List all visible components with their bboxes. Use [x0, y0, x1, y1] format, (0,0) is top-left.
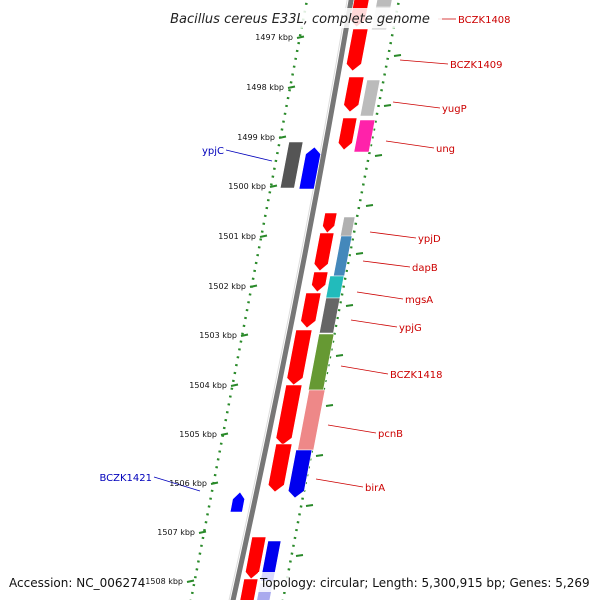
kbp-label: 1500 kbp	[228, 182, 266, 191]
gene-label: BCZK1409	[450, 60, 503, 71]
backbone-shadow	[228, 0, 348, 600]
kbp-tick	[240, 333, 249, 337]
title-backdrop	[160, 8, 442, 28]
right-tick	[383, 104, 392, 107]
feature-block	[359, 79, 381, 117]
leader-line	[315, 478, 364, 488]
leader-line	[356, 291, 404, 300]
right-tick	[355, 252, 364, 255]
forward-gene-arrow	[300, 292, 322, 329]
forward-gene-arrow	[313, 232, 335, 272]
right-tick	[365, 204, 374, 207]
right-tick	[325, 404, 334, 407]
accession-text: Accession: NC_006274	[9, 576, 145, 590]
kbp-tick	[186, 579, 195, 583]
label-leaders	[153, 18, 456, 492]
kbp-label: 1503 kbp	[199, 331, 237, 340]
leader-line	[399, 59, 449, 65]
right-tick	[305, 504, 314, 507]
kbp-label: 1504 kbp	[189, 381, 227, 390]
forward-gene-arrow	[322, 212, 338, 234]
right-dotted-guide	[281, 0, 401, 600]
reverse-gene-arrow	[229, 491, 245, 513]
gene-label: BCZK1418	[390, 370, 443, 381]
leader-line	[369, 231, 417, 239]
gene-label: ypjD	[418, 234, 441, 245]
feature-block	[333, 235, 353, 277]
forward-gene-arrow	[275, 384, 303, 446]
kbp-tick	[269, 184, 278, 188]
gene-label: pcnB	[378, 429, 403, 440]
topology-text: Topology: circular; Length: 5,300,915 bp…	[259, 576, 590, 590]
right-tick	[393, 54, 402, 57]
forward-gene-arrow	[245, 536, 267, 580]
forward-gene-arrow	[337, 117, 358, 151]
topology-backdrop	[258, 572, 594, 592]
kbp-tick	[259, 234, 268, 238]
kbp-label: 1499 kbp	[237, 133, 275, 142]
right-tick	[315, 454, 324, 457]
right-tick	[345, 304, 354, 307]
leader-line	[392, 101, 441, 109]
kbp-label: 1498 kbp	[246, 83, 284, 92]
forward-gene-arrow	[286, 329, 313, 386]
kbp-label: 1497 kbp	[255, 33, 293, 42]
kbp-label: 1505 kbp	[179, 430, 217, 439]
kbp-label: 1502 kbp	[208, 282, 246, 291]
feature-block	[353, 119, 376, 153]
gene-label: dapB	[412, 263, 438, 274]
reverse-gene-arrow	[298, 146, 321, 190]
feature-block	[339, 216, 356, 238]
leader-line	[153, 476, 201, 492]
leader-line	[385, 140, 435, 149]
genome-backbone	[228, 0, 354, 600]
feature-block	[297, 389, 326, 451]
forward-gene-arrow	[346, 28, 369, 72]
feature-block	[318, 297, 341, 334]
right-tick	[295, 554, 304, 557]
reverse-gene-block	[279, 141, 304, 189]
kbp-label: 1501 kbp	[218, 232, 256, 241]
map-title: Bacillus cereus E33L, complete genome	[170, 12, 430, 27]
forward-gene-arrow	[267, 443, 293, 493]
backbone-line	[230, 0, 354, 600]
gene-label: birA	[365, 483, 385, 494]
forward-gene-arrow	[343, 76, 365, 113]
kbp-tick	[198, 530, 207, 534]
leader-line	[350, 319, 398, 328]
kbp-label: 1506 kbp	[169, 479, 207, 488]
feature-block	[287, 449, 313, 499]
gene-label: ypjC	[202, 146, 224, 157]
right-tick	[335, 354, 344, 357]
kbp-tick	[287, 85, 296, 89]
accession-backdrop	[6, 572, 142, 592]
gene-label: ypjG	[399, 323, 422, 334]
forward-gene-arrow	[311, 271, 329, 293]
leader-line	[340, 365, 389, 375]
gene-label: mgsA	[405, 295, 433, 306]
gene-label: BCZK1408	[458, 15, 511, 26]
forward-gene-arrow	[239, 578, 259, 600]
feature-block	[375, 0, 393, 8]
leader-line	[225, 149, 273, 162]
kbp-tick	[296, 35, 305, 39]
labels: 1497 kbp 1498 kbp 1499 kbp 1500 kbp 1501 kbp…	[99, 15, 510, 586]
leader-line	[327, 424, 377, 434]
gene-label: BCZK1421	[99, 473, 152, 484]
kbp-tick	[230, 383, 239, 387]
leader-line	[362, 260, 411, 268]
feature-block	[307, 333, 335, 391]
gene-label: ung	[436, 144, 455, 155]
kbp-label: 1507 kbp	[157, 528, 195, 537]
right-tick	[374, 154, 383, 157]
kbp-label: 1508 kbp	[145, 577, 183, 586]
gene-label: yugP	[442, 104, 467, 115]
